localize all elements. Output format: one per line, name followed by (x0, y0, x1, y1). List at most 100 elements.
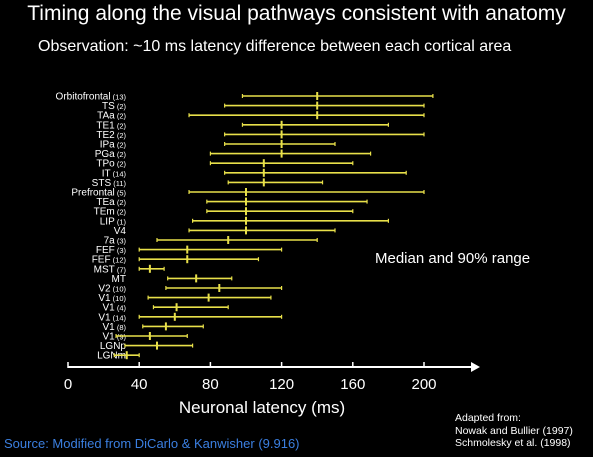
credit-line: Adapted from: (455, 412, 521, 424)
chart-row: TS (2) (102, 101, 425, 112)
slide-title: Timing along the visual pathways consist… (27, 2, 566, 25)
row-label: TEa (2) (96, 197, 126, 208)
row-label-count: (10) (111, 294, 127, 303)
row-label-name: TEa (96, 197, 115, 208)
row-label-name: TE1 (96, 120, 115, 131)
chart-row: PGa (2) (95, 149, 372, 160)
legend-note: Median and 90% range (375, 250, 531, 267)
row-label-count: (2) (115, 160, 127, 169)
chart-row: IPa (2) (100, 140, 336, 151)
x-axis: 0 40 80 120 160 200 Neuronal latency (ms) (64, 362, 480, 417)
row-label-count: (2) (115, 198, 127, 207)
chart-row: MST (7) (94, 264, 165, 275)
row-label: V1 (4) (103, 303, 127, 314)
chart-row: TAa (2) (97, 111, 425, 122)
chart-row: STS (11) (92, 178, 324, 189)
row-label: MT (112, 274, 126, 285)
chart-row: TE1 (2) (96, 120, 389, 131)
row-label: V1 (10) (98, 293, 126, 304)
row-label-count: (7) (115, 265, 127, 274)
chart-row: TEa (2) (96, 197, 368, 208)
row-label-name: TS (102, 101, 115, 112)
row-label-count: (2) (115, 131, 127, 140)
row-label-count: (2) (115, 150, 127, 159)
row-label-name: V1 (98, 312, 111, 323)
row-label-count: (3) (115, 237, 127, 246)
row-label: IT (14) (102, 168, 127, 179)
row-label: LIP (1) (100, 216, 127, 227)
x-tick-label: 160 (340, 376, 365, 393)
x-tick-label: 40 (131, 376, 148, 393)
row-label-count: (2) (115, 112, 127, 121)
row-label-name: LGNp (100, 341, 127, 352)
row-label-count: (4) (115, 304, 127, 313)
row-label: PGa (2) (95, 149, 127, 160)
row-label-count: (2) (115, 102, 127, 111)
row-label: MST (7) (94, 264, 127, 275)
row-label-name: V4 (114, 226, 127, 237)
chart-row: TEm (2) (94, 207, 354, 218)
row-label: Orbitofrontal (13) (56, 92, 127, 103)
chart-row: FEF (3) (96, 245, 283, 256)
row-label-count: (2) (115, 121, 127, 130)
row-label: V4 (114, 226, 127, 237)
row-label: LGNp (100, 341, 127, 352)
row-label: TEm (2) (94, 207, 127, 218)
row-label: V2 (10) (98, 284, 126, 295)
row-label: FEF (3) (96, 245, 127, 256)
row-label-name: V1 (98, 293, 111, 304)
chart-row: TPo (2) (96, 159, 354, 170)
row-label-name: FEF (96, 245, 115, 256)
chart-row: V1 (4) (103, 303, 229, 314)
row-label-count: (9) (115, 333, 127, 342)
row-label-name: LGNm (97, 351, 126, 362)
row-label: FEF (12) (92, 255, 127, 266)
row-label-count: (14) (111, 169, 127, 178)
row-label-name: TPo (96, 159, 115, 170)
row-label-name: MT (112, 274, 126, 285)
x-axis-label: Neuronal latency (ms) (179, 398, 345, 417)
row-label: V1 (14) (98, 312, 126, 323)
row-label-count: (8) (115, 323, 127, 332)
row-label-name: 7a (104, 236, 116, 247)
chart-row: LGNp (100, 341, 194, 352)
row-label: TE2 (2) (96, 130, 126, 141)
row-label-name: V1 (103, 322, 116, 333)
row-label: TPo (2) (96, 159, 126, 170)
row-label: STS (11) (92, 178, 127, 189)
chart-row: FEF (12) (92, 255, 260, 266)
slide-subtitle: Observation: ~10 ms latency difference b… (38, 38, 512, 55)
chart-row: IT (14) (102, 168, 407, 179)
row-label-name: IPa (100, 140, 115, 151)
source-line: Source: Modified from DiCarlo & Kanwishe… (4, 436, 300, 451)
row-label-name: Prefrontal (71, 188, 114, 199)
credit-block: Adapted from: Nowak and Bullier (1997) S… (455, 412, 573, 450)
x-tick-label: 120 (269, 376, 294, 393)
row-label: TE1 (2) (96, 120, 126, 131)
row-label-name: V1 (103, 303, 116, 314)
chart-row: 7a (3) (104, 236, 318, 247)
credit-line: Schmolesky et al. (1998) (455, 437, 571, 449)
row-label-name: FEF (92, 255, 111, 266)
chart-row: V4 (114, 226, 336, 237)
row-label-name: V2 (98, 284, 111, 295)
row-label-count: (14) (111, 313, 127, 322)
credit-line: Nowak and Bullier (1997) (455, 424, 573, 437)
x-tick-label: 200 (411, 376, 436, 393)
x-tick-label: 80 (202, 376, 219, 393)
row-label-name: IT (102, 168, 111, 179)
row-label-name: TAa (97, 111, 115, 122)
row-label-count: (2) (115, 141, 127, 150)
chart-row: LGNm (97, 351, 140, 362)
row-label-count: (13) (111, 93, 127, 102)
row-label: Prefrontal (5) (71, 188, 126, 199)
x-tick-label: 0 (64, 376, 72, 393)
row-label-count: (11) (111, 179, 126, 188)
row-label-name: STS (92, 178, 112, 189)
row-label-count: (1) (115, 217, 127, 226)
row-label-count: (10) (111, 285, 127, 294)
chart-row: V1 (14) (98, 312, 283, 323)
row-label-count: (2) (115, 208, 127, 217)
row-label-name: TE2 (96, 130, 115, 141)
